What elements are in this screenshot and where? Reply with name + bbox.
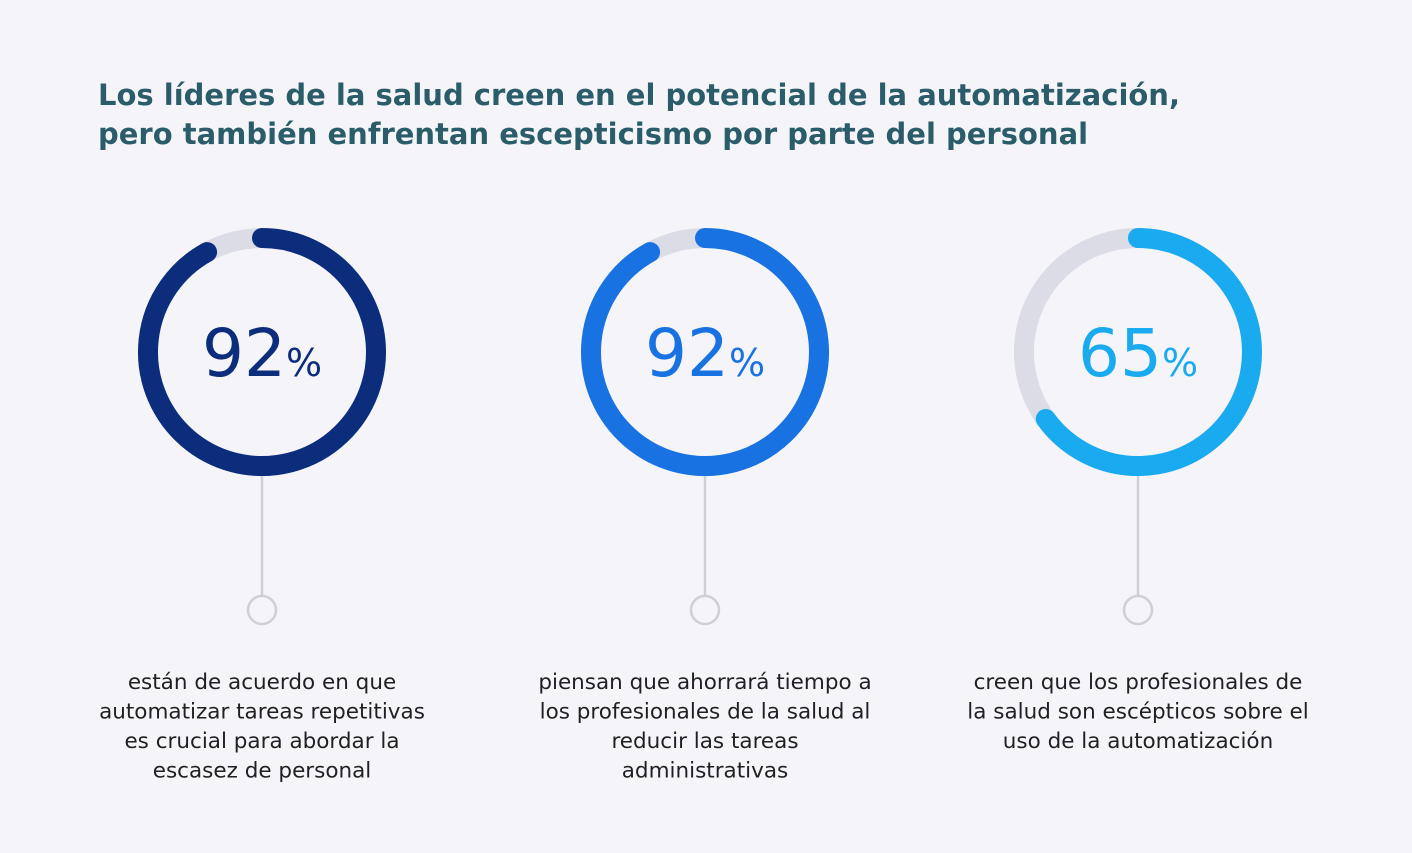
caption-line: están de acuerdo en que: [128, 670, 396, 695]
caption-line: la salud son escépticos sobre el: [967, 700, 1308, 725]
donut-arc: [138, 228, 386, 476]
caption-line: automatizar tareas repetitivas: [99, 700, 425, 725]
donut-arc: [1035, 228, 1262, 476]
connector-dot: [1122, 594, 1154, 626]
value-label: 92%: [645, 315, 765, 392]
caption-line: reducir las tareas: [611, 729, 798, 754]
donut-arc: [581, 228, 829, 476]
caption-line: los profesionales de la salud al: [540, 700, 871, 725]
caption-line: creen que los profesionales de: [974, 670, 1303, 695]
title-line: pero también enfrentan escepticismo por …: [98, 117, 1088, 151]
value-label: 65%: [1078, 315, 1198, 392]
caption-line: uso de la automatización: [1003, 729, 1273, 754]
connector-dot: [689, 594, 721, 626]
caption-line: escasez de personal: [153, 759, 372, 784]
value-label: 92%: [202, 315, 322, 392]
title-line: Los líderes de la salud creen en el pote…: [98, 78, 1180, 112]
caption-line: administrativas: [622, 759, 789, 784]
caption-line: es crucial para abordar la: [124, 729, 399, 754]
connector-dot: [246, 594, 278, 626]
caption-line: piensan que ahorrará tiempo a: [538, 670, 871, 695]
